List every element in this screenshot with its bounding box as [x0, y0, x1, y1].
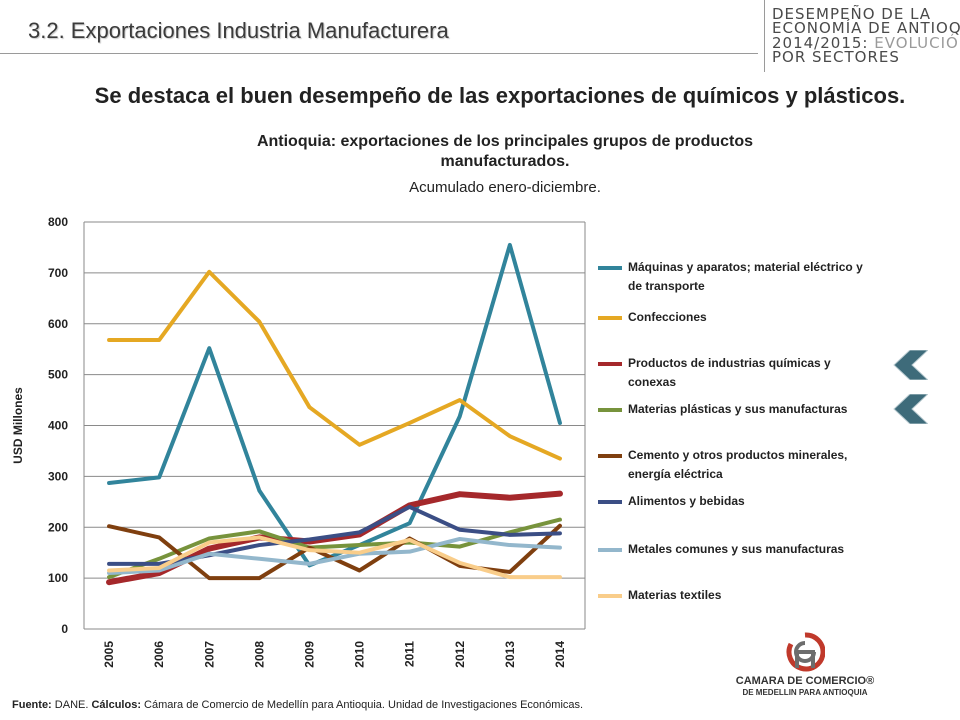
legend-label: Máquinas y aparatos; material eléctrico … [628, 258, 863, 296]
legend-label-line: de transporte [628, 279, 705, 293]
legend-label-line: Materias plásticas y sus manufacturas [628, 402, 848, 416]
footer-source-label: Fuente: [12, 699, 52, 711]
y-tick-label: 300 [48, 469, 68, 483]
legend-label: Cemento y otros productos minerales, ener… [628, 446, 847, 484]
chart-title-line-1: Antioquia: exportaciones de los principa… [256, 133, 754, 150]
legend-label-line: Cemento y otros productos minerales, [628, 448, 848, 462]
y-axis-title: USD Millones [11, 387, 25, 464]
x-tick-label: 2014 [553, 641, 567, 668]
legend-swatch [598, 266, 622, 270]
legend-swatch [598, 316, 622, 320]
y-tick-label: 600 [48, 317, 68, 331]
legend-label: Materias textiles [628, 586, 721, 605]
legend-swatch [598, 594, 622, 598]
series-line-2 [107, 269, 562, 461]
series-line-7 [107, 536, 562, 576]
x-tick-label: 2005 [102, 641, 116, 668]
legend-swatch [598, 454, 622, 458]
legend-label-line: Productos de industrias químicas y [628, 356, 831, 370]
camara-comercio-logo-icon [786, 632, 825, 672]
x-tick-label: 2011 [403, 641, 417, 667]
highlight-arrow-plasticos-icon [893, 394, 928, 424]
chart-subtitle: Acumulado enero-diciembre. [409, 179, 601, 196]
footer-calc-value: Cámara de Comercio de Medellín para Anti… [140, 699, 584, 711]
x-tick-label: 2006 [152, 641, 166, 668]
line-chart: 0 100 200 300 400 500 600 700 800 2005 2006 2007 200… [11, 215, 586, 668]
legend-label-line: Máquinas y aparatos; material eléctrico … [628, 260, 863, 274]
legend-label: Materias plásticas y sus manufacturas [628, 400, 847, 419]
brand-line-1: DESEMPEÑO DE LA [772, 5, 932, 23]
legend-swatch [598, 362, 622, 366]
y-tick-label: 400 [48, 419, 68, 433]
logo-text-line-2: DE MEDELLIN PARA ANTIOQUIA [742, 688, 868, 697]
chart-title-line-2: manufacturados. [440, 153, 570, 170]
x-tick-label: 2007 [202, 641, 216, 668]
footer-calc-label: Cálculos: [91, 699, 141, 711]
y-tick-label: 0 [61, 622, 68, 636]
series-line-1 [107, 242, 562, 568]
x-tick-label: 2009 [302, 641, 316, 668]
brand-box [764, 0, 960, 72]
legend-label: Confecciones [628, 308, 707, 327]
legend-swatch [598, 548, 622, 552]
series-line-6 [107, 504, 562, 566]
legend-label-line: energía eléctrica [628, 467, 723, 481]
legend-label-line: conexas [628, 375, 677, 389]
y-tick-label: 500 [48, 368, 68, 382]
legend-label-line: Confecciones [628, 310, 707, 324]
brand-line-4: POR SECTORES [772, 48, 900, 66]
y-tick-label: 200 [48, 520, 68, 534]
y-tick-label: 700 [48, 266, 68, 280]
brand-line-3-light: EVOLUCIÓN [874, 34, 960, 52]
chart-title: Antioquia: exportaciones de los principa… [190, 132, 820, 172]
legend-swatch [598, 500, 622, 504]
legend-swatch [598, 408, 622, 412]
brand-line-2: ECONOMÍA DE ANTIOQUIA [772, 19, 960, 37]
highlight-arrow-quimicos-icon [893, 350, 928, 380]
legend-label-line: Metales comunes y sus manufacturas [628, 542, 845, 556]
legend-label: Productos de industrias químicas y conexa… [628, 354, 831, 392]
y-tick-label: 800 [48, 215, 68, 229]
section-title: 3.2. Exportaciones Industria Manufacture… [28, 18, 449, 43]
series-line-8 [107, 535, 562, 580]
headline: Se destaca el buen desempeño de las expo… [94, 83, 906, 108]
x-tick-label: 2012 [453, 641, 467, 668]
logo-text-line-1: CAMARA DE COMERCIO® [735, 675, 875, 687]
series-line-4 [107, 517, 562, 580]
brand-line-3-bold: 2014/2015: [772, 34, 869, 52]
footer-source: Fuente: DANE. Cálculos: Cámara de Comerc… [12, 699, 583, 711]
x-tick-label: 2013 [503, 641, 517, 668]
x-tick-label: 2010 [353, 641, 367, 668]
legend-label-line: Alimentos y bebidas [628, 494, 745, 508]
header-divider [0, 53, 758, 54]
brand-line-3: 2014/2015: EVOLUCIÓN [772, 35, 960, 51]
footer-source-value: DANE. [51, 699, 92, 711]
legend-label: Metales comunes y sus manufacturas [628, 540, 844, 559]
x-tick-label: 2008 [252, 641, 266, 668]
y-tick-label: 100 [48, 571, 68, 585]
legend-label: Alimentos y bebidas [628, 492, 745, 511]
legend-label-line: Materias textiles [628, 588, 722, 602]
